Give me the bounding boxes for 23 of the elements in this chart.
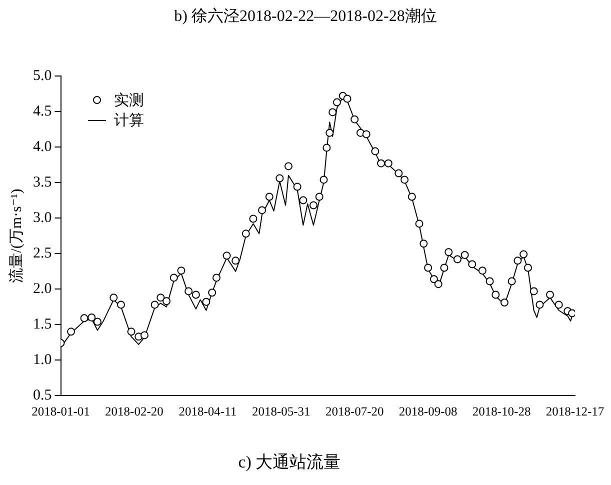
x-tick-label: 2018-02-20 [105,404,164,418]
y-tick-label: 2.0 [33,281,52,298]
x-tick-label: 2018-10-28 [472,404,531,418]
x-tick-label: 2018-12-17 [546,404,604,418]
text: c) 大通站流量 [238,452,341,472]
y-tick-label: 5.0 [33,68,52,84]
y-tick-label: 0.5 [33,388,52,404]
y-tick-label: 2.5 [33,245,52,262]
y-tick-label: 4.5 [33,103,52,120]
text: b) 徐六泾2018-02-22—2018-02-28潮位 [173,6,438,27]
y-tick-label: 3.0 [33,210,52,226]
y-tick-label: 1.5 [33,316,52,333]
legend-label: 计算 [114,112,144,130]
x-tick-label: 2018-04-11 [178,404,237,418]
x-tick-label: 2018-09-08 [398,404,458,418]
x-tick-label: 2018-05-31 [252,404,310,418]
x-tick-label: 2018-07-20 [325,404,384,418]
y-tick-label: 3.5 [33,174,52,190]
x-tick-label: 2018-01-01 [32,404,90,418]
y-tick-label: 4.0 [33,138,52,155]
legend-label: 实测 [114,92,144,110]
y-tick-label: 1.0 [33,352,52,368]
y-axis-title: 流量/(万m·s⁻¹) [8,188,25,283]
